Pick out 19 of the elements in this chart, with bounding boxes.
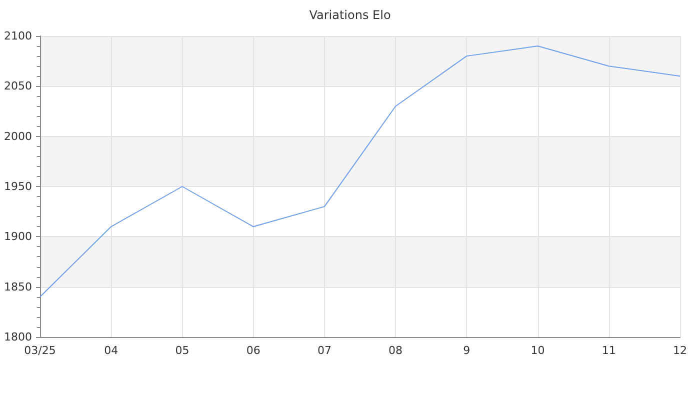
y-tick-label: 2000: [4, 130, 32, 143]
x-tick-label: 11: [602, 344, 616, 357]
x-tick-label: 9: [463, 344, 470, 357]
x-tick-label: 05: [175, 344, 190, 357]
y-tick-label: 1850: [4, 280, 32, 294]
y-tick-label: 1900: [4, 230, 32, 244]
x-tick-label: 08: [388, 344, 403, 357]
y-tick-label: 1800: [4, 330, 32, 344]
y-tick-label: 2100: [4, 30, 32, 42]
x-tick-label: 06: [246, 344, 260, 357]
chart-title: Variations Elo: [309, 8, 391, 22]
y-tick-label: 1950: [4, 180, 32, 193]
x-tick-label: 07: [317, 344, 332, 357]
line-series: [40, 46, 680, 298]
x-tick-label: 10: [530, 344, 545, 357]
x-tick-label: 04: [104, 344, 118, 357]
x-tick-label: 12: [673, 344, 687, 357]
y-tick-label: 2050: [4, 80, 32, 93]
x-tick-label: 03/25: [24, 344, 56, 357]
